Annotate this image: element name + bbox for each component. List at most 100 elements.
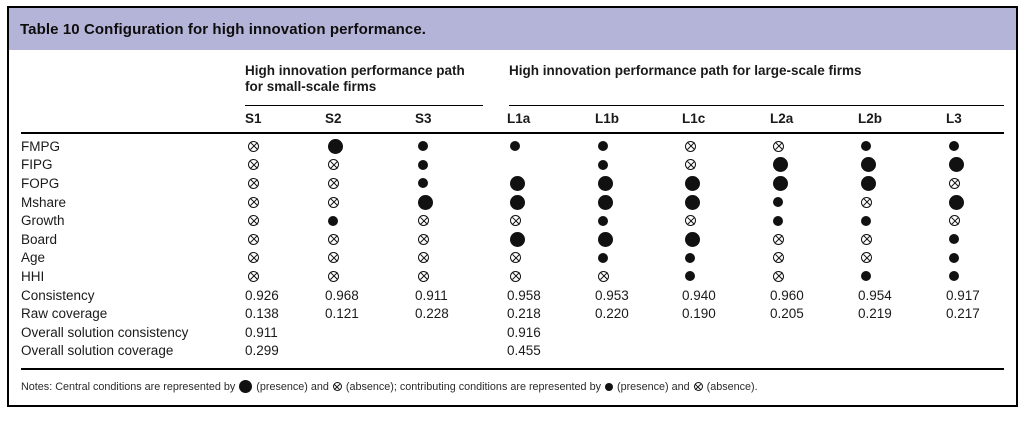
table-row: FMPG	[21, 137, 1004, 156]
table-row: FIPG	[21, 156, 1004, 175]
notes-text-seg1: (presence) and	[256, 380, 329, 393]
symbol-cell	[245, 174, 325, 193]
symbol-cell	[770, 156, 858, 175]
value-cell: 0.940	[682, 287, 716, 303]
symbol-cell	[682, 137, 770, 156]
value-cell: 0.219	[858, 306, 892, 322]
symbol-cell	[415, 249, 507, 268]
symbol-cell	[245, 230, 325, 249]
absence-icon	[598, 270, 609, 282]
symbol-cell	[507, 230, 595, 249]
central-presence-icon	[598, 175, 613, 191]
symbol-cell	[682, 193, 770, 212]
symbol-cell	[682, 174, 770, 193]
row-label: FMPG	[21, 138, 60, 154]
absence-icon	[418, 270, 429, 282]
symbol-cell	[415, 193, 507, 212]
value-cell: 0.190	[682, 306, 716, 322]
row-label: Raw coverage	[21, 306, 108, 322]
blank-cell	[946, 323, 1004, 342]
notes-text-seg3: (presence) and	[616, 380, 690, 393]
table-row: HHI	[21, 267, 1004, 286]
blank-cell	[858, 342, 946, 361]
absence-icon	[685, 140, 696, 152]
absence-icon	[773, 252, 784, 264]
symbol-cell	[595, 230, 682, 249]
symbol-cell	[325, 267, 415, 286]
value-cell: 0.217	[946, 306, 980, 322]
absence-icon	[949, 215, 960, 227]
notes-text-suffix: (absence).	[706, 380, 758, 393]
absence-icon	[861, 196, 872, 208]
column-header: L1b	[595, 111, 620, 126]
symbol-cell	[245, 193, 325, 212]
symbol-cell	[770, 249, 858, 268]
symbol-cell	[507, 137, 595, 156]
contributing-presence-icon	[598, 215, 608, 226]
absence-icon	[248, 177, 259, 189]
central-presence-icon	[861, 175, 876, 191]
value-cell: 0.916	[507, 324, 541, 340]
absence-icon	[248, 233, 259, 245]
central-presence-icon	[949, 194, 964, 210]
value-cell: 0.138	[245, 306, 279, 322]
absence-icon	[510, 252, 521, 264]
absence-icon	[773, 140, 784, 152]
contributing-presence-icon	[685, 252, 695, 263]
symbol-cell	[858, 230, 946, 249]
column-header-row: S1 S2 S3 L1a L1b L1c L2a L2b L3	[21, 106, 1004, 134]
group-header-large-scale: High innovation performance path for lar…	[509, 63, 1004, 106]
symbol-cell	[682, 211, 770, 230]
table-title-band: Table 10 Configuration for high innovati…	[9, 8, 1016, 50]
blank-cell	[858, 323, 946, 342]
column-header: L2b	[858, 111, 883, 126]
absence-icon	[510, 215, 521, 227]
contributing-presence-icon	[949, 252, 959, 263]
table-row: FOPG	[21, 174, 1004, 193]
symbol-cell	[946, 249, 1004, 268]
absence-icon	[418, 215, 429, 227]
central-presence-icon	[598, 194, 613, 210]
contributing-presence-icon	[861, 141, 871, 152]
symbol-cell	[595, 156, 682, 175]
symbol-cell	[946, 137, 1004, 156]
table-row: Mshare	[21, 193, 1004, 212]
absence-icon	[328, 252, 339, 264]
central-presence-icon	[510, 194, 525, 210]
absence-icon	[248, 140, 259, 152]
absence-icon	[418, 233, 429, 245]
absence-icon	[328, 270, 339, 282]
absence-icon	[510, 270, 521, 282]
column-header: L2a	[770, 111, 794, 126]
symbol-cell	[415, 230, 507, 249]
absence-icon	[248, 159, 259, 171]
notes-text-seg2: (absence); contributing conditions are r…	[345, 380, 601, 393]
central-presence-icon	[685, 175, 700, 191]
absence-icon	[861, 252, 872, 264]
notes-text-prefix: Notes: Central conditions are represente…	[21, 380, 236, 393]
row-label: Consistency	[21, 287, 95, 303]
blank-cell	[770, 342, 858, 361]
symbol-cell	[946, 193, 1004, 212]
group-header-small-scale-label: High innovation performance path for sma…	[245, 63, 465, 94]
group-header-large-scale-label: High innovation performance path for lar…	[509, 63, 862, 78]
contributing-presence-icon	[418, 141, 428, 152]
contributing-presence-icon	[773, 197, 783, 208]
symbol-cell	[507, 249, 595, 268]
symbol-cell	[770, 174, 858, 193]
symbol-cell	[946, 267, 1004, 286]
symbol-cell	[415, 267, 507, 286]
column-header-spacer	[21, 114, 245, 125]
value-cell: 0.911	[415, 287, 448, 303]
table-frame: Table 10 Configuration for high innovati…	[7, 6, 1018, 407]
contributing-presence-icon	[418, 178, 428, 189]
contributing-presence-icon	[604, 382, 613, 391]
symbol-cell	[770, 230, 858, 249]
symbol-cell	[946, 156, 1004, 175]
central-presence-icon	[685, 194, 700, 210]
value-cell: 0.228	[415, 306, 449, 322]
central-presence-icon	[510, 231, 525, 247]
absence-icon	[328, 233, 339, 245]
value-cell: 0.218	[507, 306, 541, 322]
contributing-presence-icon	[598, 141, 608, 152]
